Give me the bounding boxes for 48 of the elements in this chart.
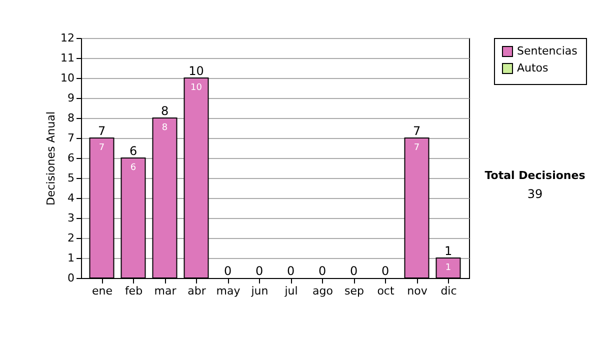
total-label: 0: [350, 264, 358, 278]
y-tick-label: 7: [68, 132, 74, 144]
x-tick-label: ene: [92, 284, 113, 298]
x-tick-label: sep: [344, 284, 364, 298]
y-tick-label: 2: [68, 232, 74, 244]
data-label: 10: [190, 83, 202, 93]
y-tick-label: 8: [68, 112, 74, 124]
data-label: 1: [445, 263, 452, 273]
total-label: 0: [381, 264, 390, 278]
total-label: 6: [129, 144, 138, 158]
x-tick-label: jul: [284, 284, 298, 298]
total-label: 0: [286, 264, 295, 278]
y-tick-label: 10: [60, 72, 74, 84]
total-label: 1: [444, 244, 452, 258]
x-tick-label: mar: [154, 284, 177, 298]
x-tick-label: may: [216, 284, 241, 298]
y-tick-label: 6: [68, 152, 74, 164]
y-tick-label: 3: [68, 212, 74, 224]
y-tick-label: 4: [68, 192, 74, 204]
total-label: 10: [188, 64, 204, 78]
y-tick-label: 9: [68, 92, 74, 104]
y-tick-label: 0: [68, 272, 74, 284]
x-tick-label: abr: [188, 284, 206, 298]
x-tick-label: oct: [377, 284, 395, 298]
legend-label: Autos: [517, 62, 549, 74]
text: Total Decisiones: [484, 169, 586, 182]
text: 39: [527, 187, 543, 201]
data-label: 8: [162, 123, 168, 133]
total-label: 0: [318, 264, 326, 278]
y-tick-label: 12: [60, 32, 74, 44]
x-tick-label: feb: [124, 284, 143, 298]
data-label: 6: [130, 163, 136, 173]
total-label: 7: [98, 124, 106, 138]
x-tick-label: nov: [407, 284, 428, 298]
x-tick-label: jun: [250, 284, 268, 298]
x-tick-label: ago: [312, 284, 334, 298]
total-label: 8: [160, 104, 169, 118]
legend-label: Sentencias: [517, 44, 578, 58]
x-tick-label: dic: [440, 284, 457, 298]
data-label: 7: [98, 143, 105, 153]
y-tick-label: 5: [68, 172, 74, 184]
total-label: 7: [412, 124, 421, 138]
data-label: 7: [414, 143, 420, 153]
total-label: 0: [255, 264, 264, 278]
y-tick-label: 1: [68, 252, 74, 264]
y-tick-label: 11: [60, 52, 74, 64]
total-label: 0: [224, 264, 232, 278]
y-axis-title: Decisiones Anual: [44, 111, 58, 206]
